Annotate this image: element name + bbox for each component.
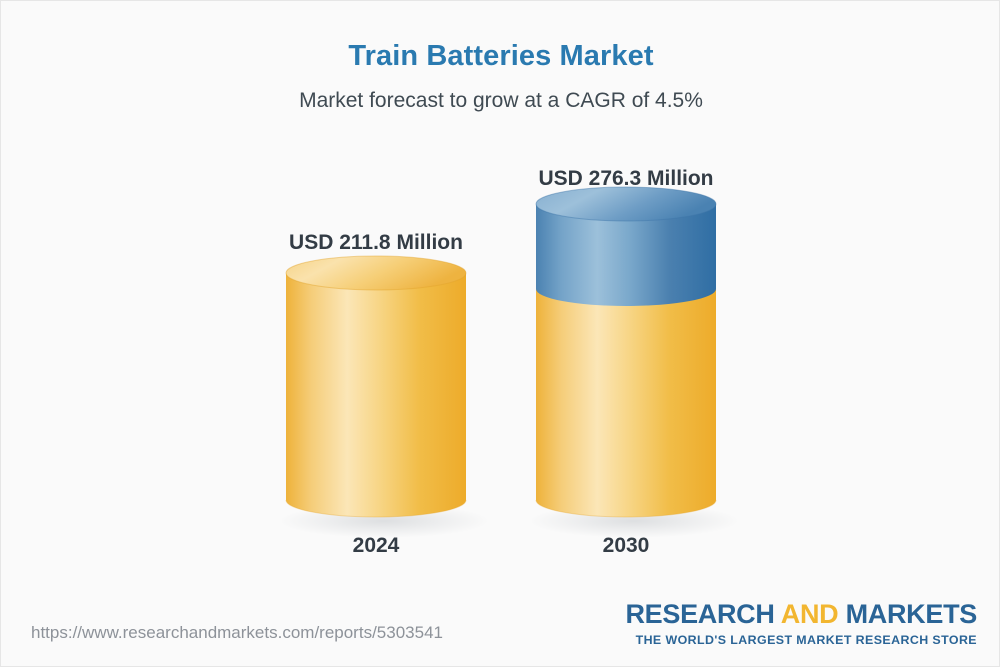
bar-group-2030: USD 276.3 Million <box>466 1 786 601</box>
cylinder-top-2024 <box>286 256 466 290</box>
cylinder-bottom-rim-2024 <box>285 499 467 518</box>
brand-logo[interactable]: RESEARCH AND MARKETS THE WORLD'S LARGEST… <box>625 601 977 647</box>
logo-tagline: THE WORLD'S LARGEST MARKET RESEARCH STOR… <box>635 633 977 647</box>
logo-wordmark: RESEARCH AND MARKETS <box>625 601 977 628</box>
bar-category-label-2030: 2030 <box>602 534 650 557</box>
cylinder-top-2030 <box>536 187 716 221</box>
bar-value-label-2030: USD 276.3 Million <box>538 167 714 190</box>
chart-subtitle: Market forecast to grow at a CAGR of 4.5… <box>299 89 703 112</box>
cylinder-2030[interactable] <box>529 186 739 538</box>
cylinder-segment-growth-2030 <box>536 204 716 306</box>
page-title: Train Batteries Market <box>348 40 654 72</box>
bar-value-label-2024: USD 211.8 Million <box>289 231 463 254</box>
cylinder-body-2024 <box>286 273 466 517</box>
cylinder-bottom-rim-2030 <box>535 499 717 518</box>
chart-plot-area: USD 211.8 Million <box>1 1 999 601</box>
bar-category-label-2024: 2024 <box>352 534 400 557</box>
cylinder-segment-base-2030 <box>536 289 716 517</box>
report-url[interactable]: https://www.researchandmarkets.com/repor… <box>31 623 443 642</box>
cylinder-top-rim-2030 <box>535 186 717 222</box>
cylinder-top-rim-2024 <box>285 255 467 291</box>
cylinder-2024[interactable] <box>279 255 489 538</box>
logo-word-and: AND <box>780 599 839 629</box>
logo-word-markets: MARKETS <box>838 599 978 629</box>
logo-word-research: RESEARCH <box>625 599 781 629</box>
bar-group-2024: USD 211.8 Million <box>216 1 536 601</box>
